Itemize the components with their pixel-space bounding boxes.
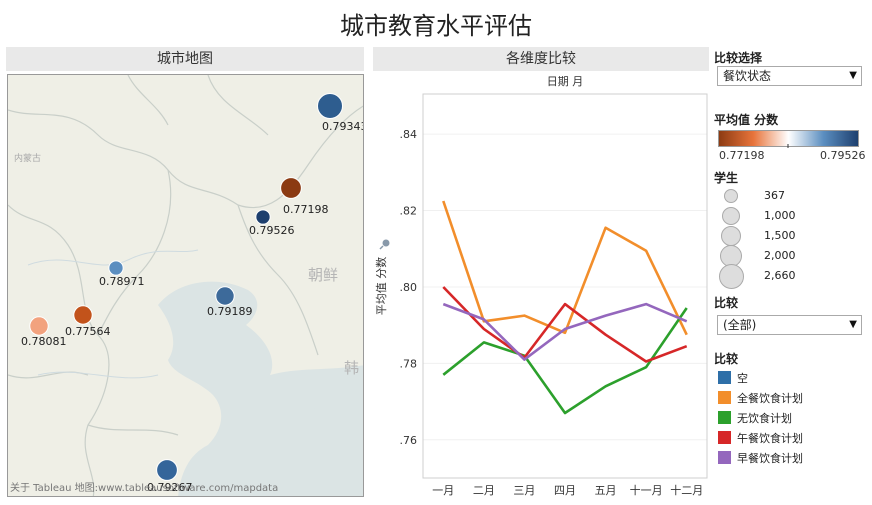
- size-circle: [723, 188, 739, 204]
- size-legend-label: 367: [764, 189, 785, 202]
- compare-legend-item[interactable]: 无饮食计划: [718, 410, 858, 426]
- chart-title: 日期 月: [547, 75, 584, 88]
- series-line[interactable]: [442, 302, 688, 361]
- y-tick-label: .84: [400, 128, 418, 141]
- size-legend-item: 1,500: [714, 225, 854, 247]
- compare-filter-dropdown[interactable]: (全部) ▼: [717, 315, 862, 335]
- map-point-label: 0.78081: [21, 335, 67, 348]
- x-tick-label: 一月: [432, 484, 454, 497]
- legend-swatch: [718, 371, 731, 384]
- map-point-label: 0.77198: [283, 203, 329, 216]
- legend-swatch: [718, 391, 731, 404]
- map-panel-header: 城市地图: [6, 47, 364, 71]
- map-points-layer: 0.79343 0.77198 0.79526 0.78971 0.79189 0.775…: [21, 93, 364, 494]
- size-circle: [721, 206, 741, 226]
- map-point-label: 0.79267: [147, 481, 193, 494]
- legend-swatch: [718, 411, 731, 424]
- compare-filter-value: (全部): [723, 318, 757, 332]
- size-legend-label: 1,500: [764, 229, 796, 242]
- line-chart[interactable]: 日期 月 平均值 分数 .76 .78 .80 .82 .84 一月 二月 三月 四月 五月 十一…: [373, 72, 709, 500]
- chart-gridlines: [423, 133, 707, 441]
- y-tick-label: .82: [400, 205, 418, 218]
- map-point[interactable]: [108, 260, 124, 276]
- map-point[interactable]: [215, 286, 235, 306]
- size-legend-item: 367: [714, 187, 854, 207]
- map-point-label: 0.79189: [207, 305, 253, 318]
- color-min-label: 0.77198: [719, 149, 765, 162]
- map-point-label: 0.78971: [99, 275, 145, 288]
- place-label-south-korea: 韩: [344, 359, 359, 377]
- color-max-label: 0.79526: [820, 149, 866, 162]
- compare-legend-title: 比较: [714, 352, 739, 366]
- legend-label: 全餐饮食计划: [737, 392, 803, 405]
- map-point[interactable]: [29, 316, 49, 336]
- place-label-korea: 朝鲜: [308, 266, 338, 284]
- compare-legend-item[interactable]: 空: [718, 370, 858, 386]
- color-scale-bar: [718, 130, 859, 148]
- size-circle: [720, 225, 742, 247]
- x-tick-label: 十一月: [630, 483, 663, 497]
- legend-swatch: [718, 451, 731, 464]
- x-tick-label: 三月: [513, 484, 535, 497]
- compare-select-value: 餐饮状态: [723, 69, 772, 83]
- plot-frame: [422, 93, 708, 479]
- page-title: 城市教育水平评估: [340, 12, 532, 40]
- size-circle: [718, 263, 744, 289]
- size-legend-label: 1,000: [764, 209, 796, 222]
- legend-label: 空: [737, 372, 748, 385]
- color-legend-title: 平均值 分数: [714, 113, 779, 127]
- map-point-label: 0.79526: [249, 224, 295, 237]
- y-tick-label: .80: [400, 281, 418, 294]
- size-legend-item: 2,660: [714, 263, 854, 289]
- compare-legend-item[interactable]: 全餐饮食计划: [718, 390, 858, 406]
- map-attribution[interactable]: 关于 Tableau 地图:www.tableausoftware.com/ma…: [10, 483, 279, 494]
- y-tick-label: .76: [400, 434, 418, 447]
- city-map[interactable]: 内蒙古 朝鲜 韩 0.79343 0.77198 0.79526 0.78971 0.7…: [7, 74, 364, 497]
- place-label-inner-mongolia: 内蒙古: [14, 152, 41, 164]
- x-tick-label: 二月: [473, 484, 495, 497]
- map-point[interactable]: [73, 305, 93, 325]
- series-line[interactable]: [442, 200, 688, 336]
- legend-label: 午餐饮食计划: [737, 432, 803, 445]
- compare-select-title: 比较选择: [714, 51, 763, 65]
- y-axis-label: 平均值 分数: [375, 257, 388, 316]
- x-tick-label: 四月: [554, 484, 576, 497]
- x-tick-label: 五月: [595, 484, 617, 497]
- pin-icon[interactable]: [379, 239, 390, 250]
- map-base: 内蒙古 朝鲜 韩: [8, 75, 363, 496]
- legend-label: 早餐饮食计划: [737, 452, 803, 465]
- series-line[interactable]: [442, 307, 688, 415]
- y-tick-label: .78: [400, 357, 418, 370]
- chevron-down-icon: ▼: [849, 70, 857, 81]
- size-legend-item: 1,000: [714, 206, 854, 227]
- chart-panel-header: 各维度比较: [373, 47, 709, 71]
- chevron-down-icon: ▼: [849, 319, 857, 330]
- sea-area: [308, 405, 363, 496]
- size-legend-item: 2,000: [714, 244, 854, 268]
- map-point[interactable]: [280, 177, 302, 199]
- compare-select-dropdown[interactable]: 餐饮状态 ▼: [717, 66, 862, 86]
- size-legend-label: 2,000: [764, 249, 796, 262]
- compare-filter-title: 比较: [714, 296, 739, 310]
- map-point[interactable]: [156, 459, 178, 481]
- series-line[interactable]: [442, 286, 688, 363]
- size-legend-label: 2,660: [764, 269, 796, 282]
- legend-swatch: [718, 431, 731, 444]
- legend-label: 无饮食计划: [737, 412, 792, 425]
- map-point-label: 0.79343: [322, 120, 364, 133]
- x-tick-label: 十二月: [670, 483, 703, 497]
- map-point[interactable]: [317, 93, 343, 119]
- map-point-label: 0.77564: [65, 325, 111, 338]
- compare-legend-item[interactable]: 早餐饮食计划: [718, 450, 858, 466]
- compare-legend-item[interactable]: 午餐饮食计划: [718, 430, 858, 446]
- size-legend-title: 学生: [714, 171, 739, 185]
- map-point[interactable]: [255, 209, 271, 225]
